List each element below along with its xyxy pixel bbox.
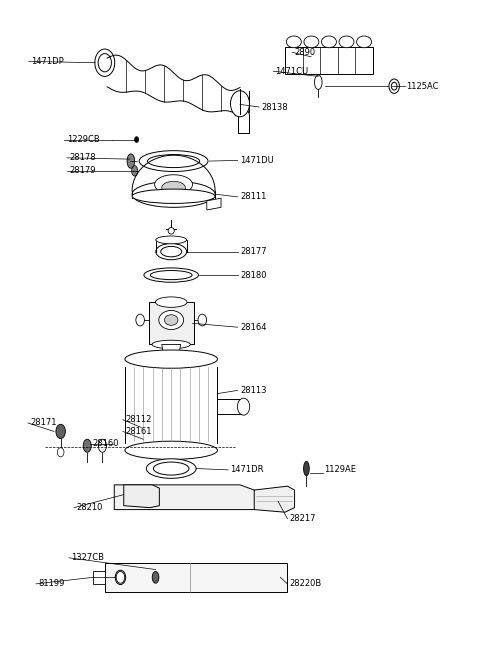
- Ellipse shape: [134, 137, 139, 143]
- Text: 28178: 28178: [69, 153, 96, 162]
- Text: 1327CB: 1327CB: [72, 553, 105, 562]
- Ellipse shape: [156, 244, 187, 260]
- Polygon shape: [162, 344, 180, 357]
- Ellipse shape: [146, 459, 196, 478]
- Ellipse shape: [156, 297, 187, 307]
- Ellipse shape: [357, 36, 372, 48]
- Text: 1471DP: 1471DP: [31, 57, 64, 66]
- Ellipse shape: [139, 150, 208, 171]
- Ellipse shape: [150, 271, 192, 280]
- Ellipse shape: [132, 189, 215, 204]
- Ellipse shape: [161, 246, 181, 257]
- Text: 28210: 28210: [76, 503, 103, 512]
- Ellipse shape: [147, 154, 200, 168]
- Text: 1125AC: 1125AC: [406, 81, 439, 91]
- Ellipse shape: [389, 79, 399, 93]
- Text: 2890: 2890: [295, 48, 316, 57]
- Text: 1129AE: 1129AE: [324, 465, 357, 474]
- Text: 1229CB: 1229CB: [67, 135, 99, 144]
- Ellipse shape: [238, 398, 250, 415]
- Ellipse shape: [116, 572, 125, 583]
- Ellipse shape: [230, 91, 250, 117]
- Polygon shape: [207, 198, 221, 210]
- Ellipse shape: [57, 447, 64, 457]
- Ellipse shape: [83, 440, 91, 452]
- Ellipse shape: [339, 36, 354, 48]
- Polygon shape: [93, 572, 105, 584]
- Text: 28179: 28179: [69, 166, 96, 175]
- Ellipse shape: [56, 424, 65, 439]
- Ellipse shape: [156, 236, 187, 244]
- Text: 28217: 28217: [290, 514, 316, 523]
- Ellipse shape: [118, 574, 123, 581]
- Text: 28161: 28161: [125, 427, 152, 436]
- Text: 1471DR: 1471DR: [230, 465, 264, 474]
- Ellipse shape: [314, 75, 322, 89]
- Text: 28177: 28177: [240, 247, 266, 256]
- Ellipse shape: [144, 268, 199, 283]
- Ellipse shape: [155, 175, 192, 194]
- Ellipse shape: [132, 166, 138, 176]
- Ellipse shape: [98, 440, 107, 452]
- Polygon shape: [124, 485, 159, 508]
- Ellipse shape: [152, 572, 159, 583]
- Ellipse shape: [152, 340, 191, 349]
- Ellipse shape: [165, 315, 178, 325]
- Text: 28180: 28180: [240, 271, 266, 280]
- Ellipse shape: [115, 570, 126, 585]
- Text: 81199: 81199: [38, 579, 65, 589]
- Polygon shape: [285, 47, 373, 74]
- Ellipse shape: [154, 462, 189, 475]
- Ellipse shape: [98, 54, 111, 72]
- Ellipse shape: [125, 442, 217, 459]
- Polygon shape: [254, 486, 295, 512]
- Text: 28164: 28164: [240, 323, 266, 332]
- Polygon shape: [149, 302, 194, 344]
- Ellipse shape: [162, 181, 185, 194]
- Ellipse shape: [304, 36, 319, 48]
- Text: 28113: 28113: [240, 386, 266, 395]
- Text: 28160: 28160: [92, 440, 119, 448]
- Polygon shape: [114, 485, 259, 510]
- Ellipse shape: [168, 227, 174, 234]
- Text: 1471DU: 1471DU: [240, 156, 274, 165]
- Polygon shape: [105, 563, 288, 593]
- Ellipse shape: [127, 154, 135, 168]
- Ellipse shape: [303, 461, 309, 476]
- Text: 28111: 28111: [240, 193, 266, 202]
- Ellipse shape: [95, 49, 115, 76]
- Ellipse shape: [287, 36, 301, 48]
- Text: 28171: 28171: [30, 419, 57, 428]
- Ellipse shape: [198, 314, 206, 326]
- Text: 1471CU: 1471CU: [276, 66, 309, 76]
- Text: 28220B: 28220B: [290, 579, 322, 589]
- Ellipse shape: [391, 82, 397, 90]
- Ellipse shape: [136, 314, 144, 326]
- Ellipse shape: [159, 311, 184, 330]
- Ellipse shape: [322, 36, 336, 48]
- Ellipse shape: [132, 181, 215, 208]
- Text: 28138: 28138: [261, 102, 288, 112]
- Text: 28112: 28112: [125, 415, 152, 424]
- Ellipse shape: [125, 350, 217, 368]
